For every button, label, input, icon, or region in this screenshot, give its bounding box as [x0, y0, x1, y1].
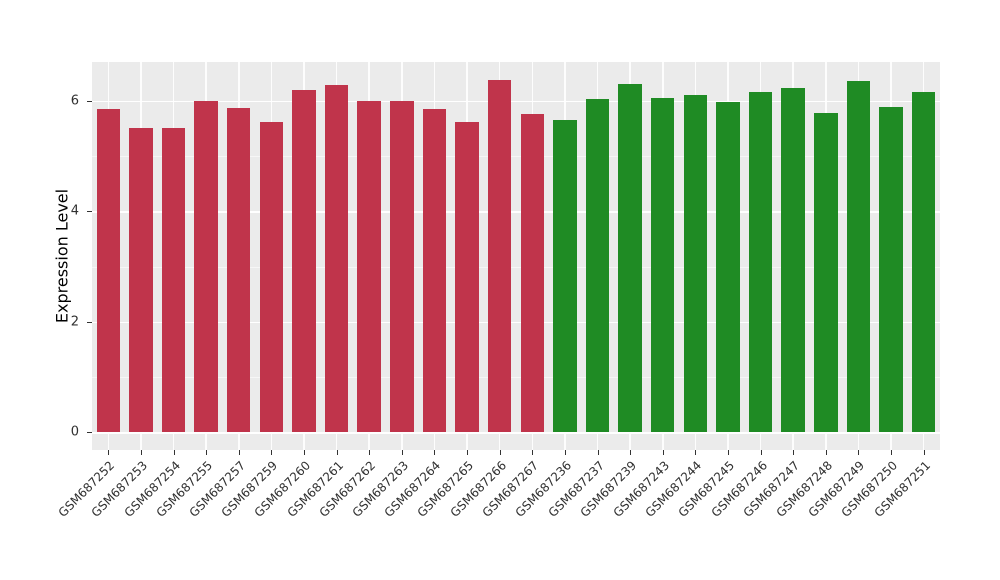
x-tick	[140, 450, 142, 455]
bar-GSM687252	[96, 108, 121, 433]
y-tick-label: 4	[70, 203, 79, 219]
bar-GSM687253	[129, 128, 153, 433]
y-axis: 0 2 4 6	[0, 62, 92, 450]
x-tick	[695, 450, 697, 455]
bar-GSM687248	[814, 112, 838, 433]
minor-gridline	[92, 266, 940, 268]
bar-GSM687245	[716, 101, 740, 433]
major-gridline	[92, 321, 940, 324]
x-tick	[271, 450, 273, 455]
y-tick-label: 6	[70, 93, 79, 109]
bar-GSM687246	[748, 92, 773, 433]
minor-gridline	[92, 155, 940, 157]
y-tick	[87, 321, 92, 323]
x-tick	[564, 450, 566, 455]
bar-GSM687250	[879, 107, 903, 433]
bar-GSM687243	[651, 97, 675, 433]
bar-GSM687247	[781, 88, 805, 433]
y-tick	[87, 100, 92, 102]
bar-GSM687263	[390, 100, 414, 433]
major-gridline	[92, 432, 940, 434]
bar-GSM687262	[357, 100, 381, 433]
x-tick	[923, 450, 925, 455]
x-tick	[434, 450, 436, 455]
minor-gridline	[92, 377, 940, 379]
x-tick	[467, 450, 469, 455]
x-tick	[238, 450, 240, 455]
bar-GSM687244	[683, 95, 708, 433]
bar-GSM687266	[487, 79, 512, 433]
y-tick-label: 0	[70, 424, 79, 440]
major-gridline	[92, 100, 940, 103]
bar-GSM687251	[911, 92, 936, 433]
x-tick	[206, 450, 208, 455]
x-tick	[532, 450, 534, 455]
x-tick	[401, 450, 403, 455]
x-tick	[728, 450, 729, 455]
x-tick	[304, 450, 305, 455]
x-tick	[891, 450, 893, 455]
x-tick	[858, 450, 860, 455]
bar-GSM687236	[553, 119, 577, 433]
bar-GSM687249	[846, 81, 871, 433]
y-tick	[87, 432, 92, 434]
bar-GSM687265	[455, 121, 479, 433]
bar-GSM687260	[292, 89, 316, 433]
y-tick	[87, 211, 92, 213]
bar-GSM687237	[585, 98, 610, 433]
bar-GSM687239	[618, 84, 642, 433]
x-tick	[662, 450, 664, 455]
x-tick	[597, 450, 599, 455]
x-tick	[825, 450, 827, 455]
bar-GSM687261	[324, 85, 349, 433]
bar-GSM687267	[520, 114, 545, 433]
x-tick	[499, 450, 501, 455]
x-tick	[173, 450, 175, 455]
x-tick	[369, 450, 371, 455]
x-tick	[108, 450, 110, 455]
bar-GSM687257	[227, 107, 251, 433]
x-tick	[630, 450, 632, 455]
major-gridline	[92, 211, 940, 213]
y-tick-label: 2	[70, 314, 79, 330]
x-tick	[793, 450, 795, 455]
x-tick	[760, 450, 762, 455]
x-tick	[336, 450, 338, 455]
bar-GSM687264	[422, 109, 447, 433]
plot-panel	[92, 62, 940, 450]
bar-GSM687255	[194, 100, 218, 433]
bar-GSM687259	[259, 121, 284, 433]
bar-GSM687254	[161, 128, 186, 433]
